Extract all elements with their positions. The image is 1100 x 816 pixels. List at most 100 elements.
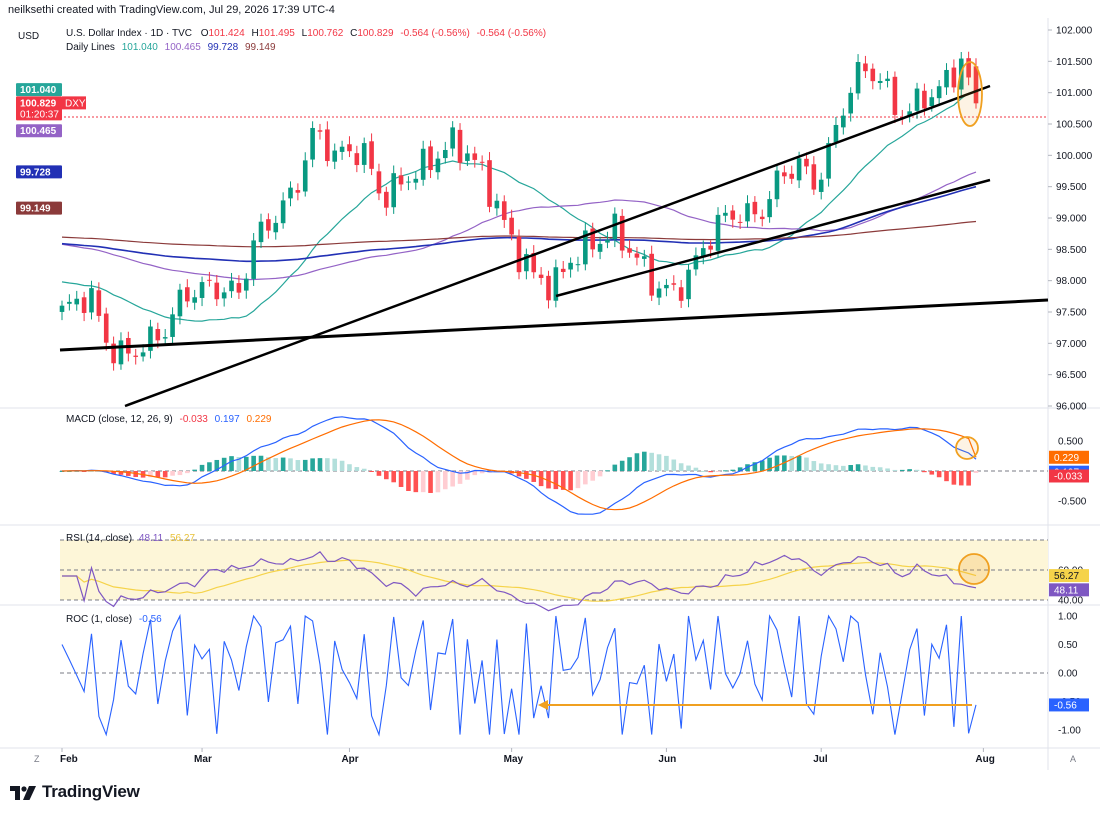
roc-legend[interactable]: ROC (1, close) -0.56 [66,614,162,625]
candle[interactable] [892,71,898,124]
candle[interactable] [89,280,94,320]
candle[interactable] [288,181,293,207]
ma20-price-tag[interactable]: 101.040 [16,83,62,97]
candle[interactable] [325,121,330,167]
ma200-price-tag[interactable]: 99.149 [16,201,62,215]
candle[interactable] [700,240,706,265]
candle[interactable] [546,270,551,309]
rsi-legend[interactable]: RSI (14, close) 48.11 56.27 [66,533,195,544]
candle[interactable] [192,289,197,310]
chart-area[interactable]: USD U.S. Dollar Index · 1D · TVC O101.42… [0,18,1100,770]
candle[interactable] [310,121,315,168]
currency-label[interactable]: USD [18,31,39,42]
time-axis-label[interactable]: Jun [658,754,676,765]
candle[interactable] [465,145,470,167]
candle[interactable] [936,80,942,107]
candle[interactable] [214,274,220,306]
candle[interactable] [406,176,411,191]
macd-hist-tag[interactable]: -0.033 [1049,469,1089,483]
candle[interactable] [560,261,566,279]
candle[interactable] [74,290,80,311]
symbol-price-tag[interactable]: DXY [62,96,86,110]
candle[interactable] [951,59,957,93]
candle[interactable] [612,207,618,248]
candle[interactable] [96,282,102,322]
candle[interactable] [103,307,109,351]
candle[interactable] [236,275,242,299]
candle[interactable] [907,103,912,123]
trendline-lower-long[interactable] [59,298,1049,352]
macd-signal-tag[interactable]: 0.229 [1049,450,1089,464]
candle[interactable] [804,152,809,175]
candle[interactable] [774,164,780,208]
candle[interactable] [273,215,279,240]
macd-legend[interactable]: MACD (close, 12, 26, 9) -0.033 0.197 0.2… [66,414,272,425]
candle[interactable] [597,236,603,260]
candle[interactable] [516,229,522,280]
candle[interactable] [524,248,529,280]
candle[interactable] [420,140,426,186]
candle[interactable] [693,247,699,276]
candle[interactable] [678,279,684,308]
roc-tag[interactable]: -0.56 [1049,698,1089,712]
candle[interactable] [479,155,485,171]
time-axis-label[interactable]: May [504,754,524,765]
candle[interactable] [737,214,743,230]
candle[interactable] [568,257,573,278]
candle[interactable] [118,332,124,370]
candle[interactable] [583,222,588,271]
ma-legend[interactable]: Daily Lines 101.040 100.465 99.728 99.14… [66,42,276,53]
time-axis-label[interactable]: Aug [975,754,994,765]
candle[interactable] [148,319,153,359]
candle[interactable] [767,191,772,223]
trendline-may-june[interactable] [555,178,991,298]
candle[interactable] [376,163,382,201]
candle[interactable] [730,205,736,228]
candle[interactable] [450,121,455,157]
candle[interactable] [664,278,669,297]
candle[interactable] [870,63,876,90]
time-axis-label[interactable]: Jul [813,754,828,765]
time-axis-label[interactable]: Feb [60,754,78,765]
candle[interactable] [759,209,765,227]
candle[interactable] [855,54,861,100]
candle[interactable] [723,205,728,223]
candle[interactable] [634,246,640,266]
candle[interactable] [605,231,610,249]
candle[interactable] [199,276,205,307]
ma50-price-tag[interactable]: 100.465 [16,124,62,138]
timezone-corner-label[interactable]: Z [34,754,40,764]
candle[interactable] [885,70,890,88]
candle[interactable] [361,137,367,174]
candle[interactable] [841,108,846,135]
tradingview-logo[interactable]: TradingView [10,782,140,802]
auto-scale-corner-label[interactable]: A [1070,754,1076,764]
candle[interactable] [280,192,286,229]
candle[interactable] [413,171,419,190]
candle[interactable] [782,165,787,184]
candle[interactable] [457,123,463,171]
candle[interactable] [243,273,249,299]
rsi-ma-tag[interactable]: 56.27 [1049,569,1089,583]
candle[interactable] [428,140,433,179]
candle[interactable] [59,300,65,321]
candle[interactable] [207,271,212,287]
candle[interactable] [811,156,817,195]
candle[interactable] [435,151,441,180]
candle[interactable] [317,123,323,140]
candle[interactable] [384,186,389,216]
candle[interactable] [170,307,175,345]
candle[interactable] [332,143,338,170]
candle[interactable] [442,141,448,164]
candle[interactable] [619,209,625,259]
candle[interactable] [656,281,662,306]
candle[interactable] [944,63,949,95]
candle[interactable] [745,195,750,228]
candle[interactable] [877,73,883,90]
symbol-line[interactable]: U.S. Dollar Index · 1D · TVC O101.424 H1… [66,28,546,39]
candle[interactable] [81,291,87,322]
candle[interactable] [162,328,168,345]
candle[interactable] [575,256,581,272]
candle[interactable] [686,264,691,308]
